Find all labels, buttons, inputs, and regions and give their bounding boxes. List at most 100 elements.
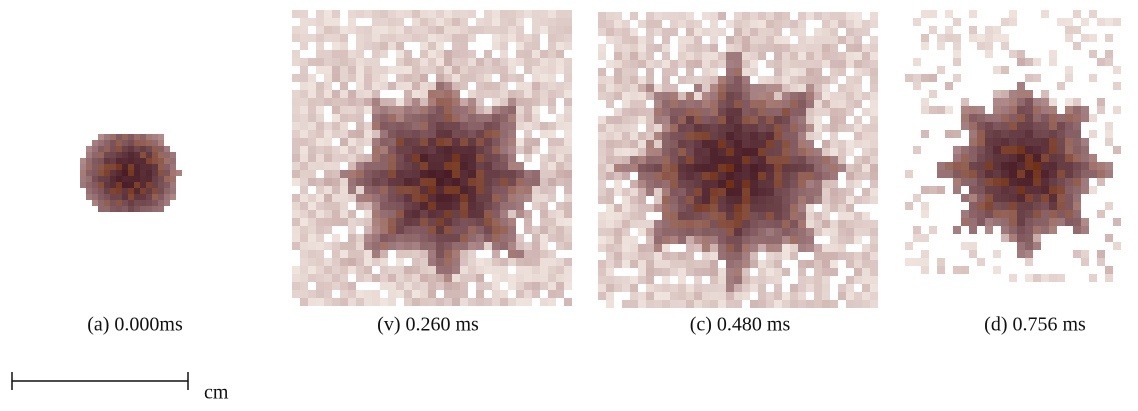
pixel xyxy=(806,236,814,244)
pixel xyxy=(428,42,436,50)
pixel xyxy=(140,194,146,200)
pixel xyxy=(766,140,774,148)
pixel xyxy=(300,290,308,298)
pixel xyxy=(758,12,766,20)
pixel xyxy=(977,122,985,130)
pixel xyxy=(670,12,678,20)
pixel xyxy=(468,266,476,274)
pixel xyxy=(598,212,606,220)
pixel xyxy=(98,206,104,212)
pixel xyxy=(774,244,782,252)
pixel xyxy=(822,92,830,100)
pixel xyxy=(622,52,630,60)
pixel xyxy=(460,138,468,146)
pixel xyxy=(468,170,476,178)
pixel xyxy=(412,210,420,218)
pixel xyxy=(524,42,532,50)
pixel xyxy=(164,152,170,158)
pixel xyxy=(316,50,324,58)
pixel xyxy=(945,106,953,114)
pixel xyxy=(396,258,404,266)
pixel xyxy=(622,276,630,284)
pixel xyxy=(540,194,548,202)
pixel xyxy=(678,76,686,84)
pixel xyxy=(324,178,332,186)
pixel xyxy=(838,156,846,164)
pixel xyxy=(460,82,468,90)
pixel xyxy=(508,218,516,226)
pixel xyxy=(1049,186,1057,194)
pixel xyxy=(1073,194,1081,202)
pixel xyxy=(726,156,734,164)
pixel xyxy=(300,130,308,138)
pixel xyxy=(830,196,838,204)
pixel xyxy=(790,148,798,156)
pixel xyxy=(862,276,870,284)
pixel xyxy=(316,90,324,98)
pixel xyxy=(1081,178,1089,186)
pixel xyxy=(638,300,646,308)
pixel xyxy=(790,180,798,188)
pixel xyxy=(134,158,140,164)
pixel xyxy=(1033,138,1041,146)
pixel xyxy=(798,44,806,52)
pixel xyxy=(110,176,116,182)
pixel xyxy=(1017,170,1025,178)
pixel xyxy=(750,204,758,212)
pixel xyxy=(500,90,508,98)
pixel xyxy=(1017,138,1025,146)
pixel xyxy=(428,282,436,290)
pixel xyxy=(556,10,564,18)
pixel xyxy=(484,122,492,130)
pixel xyxy=(508,130,516,138)
pixel xyxy=(854,20,862,28)
pixel xyxy=(104,158,110,164)
pixel xyxy=(702,212,710,220)
pixel xyxy=(524,274,532,282)
pixel xyxy=(678,140,686,148)
pixel xyxy=(356,50,364,58)
pixel xyxy=(476,106,484,114)
pixel xyxy=(670,92,678,100)
pixel xyxy=(905,74,913,82)
pixel xyxy=(598,20,606,28)
pixel xyxy=(646,284,654,292)
pixel xyxy=(750,300,758,308)
pixel xyxy=(332,250,340,258)
pixel xyxy=(742,100,750,108)
pixel xyxy=(292,98,300,106)
pixel xyxy=(822,284,830,292)
pixel xyxy=(556,18,564,26)
pixel xyxy=(460,290,468,298)
pixel xyxy=(718,132,726,140)
pixel xyxy=(945,130,953,138)
pixel xyxy=(332,10,340,18)
pixel xyxy=(316,98,324,106)
pixel xyxy=(484,242,492,250)
pixel xyxy=(662,212,670,220)
pixel xyxy=(766,236,774,244)
pixel xyxy=(1105,266,1113,274)
pixel xyxy=(1025,226,1033,234)
pixel xyxy=(1065,178,1073,186)
pixel xyxy=(814,124,822,132)
pixel xyxy=(340,90,348,98)
pixel xyxy=(444,210,452,218)
pixel xyxy=(556,42,564,50)
pixel xyxy=(670,228,678,236)
pixel xyxy=(508,258,516,266)
pixel xyxy=(822,156,830,164)
pixel xyxy=(516,234,524,242)
pixel xyxy=(404,202,412,210)
pixel xyxy=(324,58,332,66)
pixel xyxy=(774,116,782,124)
pixel xyxy=(428,18,436,26)
pixel xyxy=(540,274,548,282)
pixel xyxy=(1105,18,1113,26)
pixel xyxy=(830,188,838,196)
pixel xyxy=(356,266,364,274)
pixel xyxy=(308,122,316,130)
pixel xyxy=(460,154,468,162)
pixel xyxy=(332,218,340,226)
pixel xyxy=(476,162,484,170)
